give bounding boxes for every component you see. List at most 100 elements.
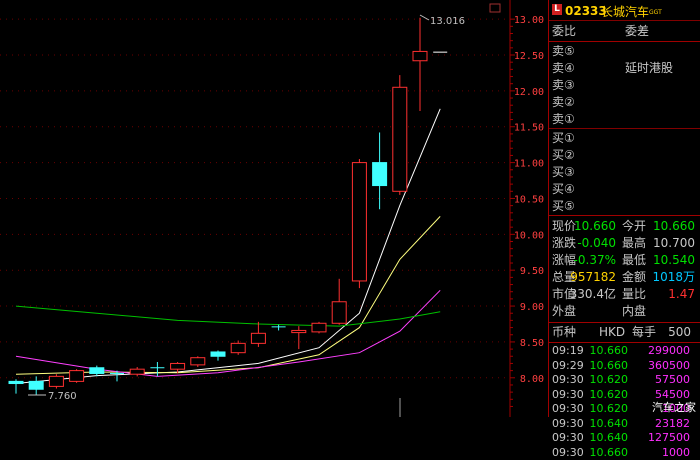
trade-row: 09:19 10.660 299000 bbox=[549, 344, 700, 359]
quote-value: 10.660 bbox=[653, 218, 695, 235]
candle-body bbox=[251, 333, 265, 343]
quote-value: 10.660 bbox=[574, 218, 616, 235]
axis-label: 12.00 bbox=[514, 87, 544, 98]
candle-body bbox=[70, 371, 84, 382]
ma-line bbox=[16, 216, 440, 374]
order-ratio-row: 委比 委差 bbox=[549, 21, 700, 42]
trade-volume: 360500 bbox=[648, 359, 690, 374]
trade-price: 10.660 bbox=[590, 446, 629, 460]
axis-label: 8.00 bbox=[520, 374, 544, 385]
diff-label: 委差 bbox=[625, 21, 649, 41]
market-badge: L bbox=[552, 4, 562, 15]
trade-time: 09:29 bbox=[552, 359, 584, 374]
candle-body bbox=[211, 352, 225, 356]
high-marker-line bbox=[420, 15, 429, 20]
lot-value: 500 bbox=[668, 323, 691, 342]
price-axis: 13.0012.5012.0011.5011.0010.5010.009.509… bbox=[510, 0, 544, 417]
price-markers: 7.760 13.016 bbox=[28, 15, 465, 402]
stock-tag: GGT bbox=[649, 9, 662, 16]
candle-body bbox=[9, 381, 23, 383]
candle-body bbox=[352, 163, 366, 281]
trade-price: 10.660 bbox=[590, 344, 629, 359]
quote-label: 外盘 bbox=[552, 303, 576, 320]
quote-label: 今开 bbox=[622, 218, 646, 235]
candle-body bbox=[312, 323, 326, 332]
quote-label: 金额 bbox=[622, 269, 646, 286]
quote-value: -0.37% bbox=[574, 252, 616, 269]
candle-body bbox=[191, 358, 205, 365]
sell-level-3: 卖③ bbox=[552, 77, 575, 94]
scroll-handle[interactable] bbox=[490, 4, 500, 12]
trade-price: 10.620 bbox=[590, 388, 629, 403]
candle-body bbox=[49, 376, 63, 386]
buy-level-3: 买③ bbox=[552, 164, 575, 181]
candle-body bbox=[413, 51, 427, 60]
candle-body bbox=[29, 381, 43, 389]
quote-label: 涨跌 bbox=[552, 235, 576, 252]
trade-time: 09:30 bbox=[552, 417, 584, 432]
trade-time: 09:30 bbox=[552, 373, 584, 388]
buy-level-2: 买② bbox=[552, 147, 575, 164]
sell-level-5: 卖⑤ bbox=[552, 43, 575, 60]
watermark: 汽车之家 bbox=[652, 399, 696, 415]
sell-level-4: 卖④ bbox=[552, 60, 575, 77]
trade-time: 09:30 bbox=[552, 402, 584, 417]
axis-label: 10.50 bbox=[514, 194, 544, 205]
quote-label: 内盘 bbox=[622, 303, 646, 320]
buy-level-5: 买⑤ bbox=[552, 198, 575, 215]
axis-label: 13.00 bbox=[514, 15, 544, 26]
high-marker-label: 13.016 bbox=[430, 16, 465, 27]
currency-label: 币种 bbox=[552, 323, 576, 342]
scrollbar[interactable] bbox=[694, 40, 700, 410]
lot-label: 每手 bbox=[632, 323, 656, 342]
candles bbox=[9, 18, 447, 395]
trade-price: 10.620 bbox=[590, 402, 629, 417]
axis-label: 9.00 bbox=[520, 302, 544, 313]
trade-volume: 127500 bbox=[648, 431, 690, 446]
candle-body bbox=[332, 302, 346, 324]
trade-price: 10.640 bbox=[590, 417, 629, 432]
trade-time: 09:19 bbox=[552, 344, 584, 359]
sell-level-1: 卖① bbox=[552, 111, 575, 128]
candle-body bbox=[292, 330, 306, 332]
quote-label: 现价 bbox=[552, 218, 576, 235]
low-marker-label: 7.760 bbox=[48, 391, 77, 402]
trade-volume: 299000 bbox=[648, 344, 690, 359]
sell-level-2: 卖② bbox=[552, 94, 575, 111]
ratio-label: 委比 bbox=[552, 21, 576, 41]
candle-body bbox=[231, 343, 245, 352]
trade-row: 09:30 10.640 127500 bbox=[549, 431, 700, 446]
candle-body bbox=[130, 369, 144, 374]
ma-line bbox=[16, 306, 440, 326]
trade-volume: 1000 bbox=[662, 446, 690, 460]
quote-value: 330.4亿 bbox=[570, 286, 616, 303]
stock-header: L 02333 长城汽车 GGT bbox=[549, 0, 700, 21]
kline-chart[interactable]: 13.0012.5012.0011.5011.0010.5010.009.509… bbox=[0, 0, 548, 417]
ma-line bbox=[16, 290, 440, 376]
currency-value: HKD bbox=[599, 323, 625, 342]
trade-time: 09:30 bbox=[552, 431, 584, 446]
trade-price: 10.620 bbox=[590, 373, 629, 388]
quote-value: 1.47 bbox=[668, 286, 695, 303]
axis-label: 10.00 bbox=[514, 230, 544, 241]
axis-label: 11.00 bbox=[514, 159, 544, 170]
axis-label: 11.50 bbox=[514, 123, 544, 134]
quote-value: 10.540 bbox=[653, 252, 695, 269]
quote-value: 957182 bbox=[570, 269, 616, 286]
quote-label: 量比 bbox=[622, 286, 646, 303]
quote-value: 1018万 bbox=[652, 269, 695, 286]
trade-volume: 57500 bbox=[655, 373, 690, 388]
quote-label: 最高 bbox=[622, 235, 646, 252]
trade-price: 10.640 bbox=[590, 431, 629, 446]
quote-value: -0.040 bbox=[577, 235, 616, 252]
candle-body bbox=[171, 363, 185, 369]
